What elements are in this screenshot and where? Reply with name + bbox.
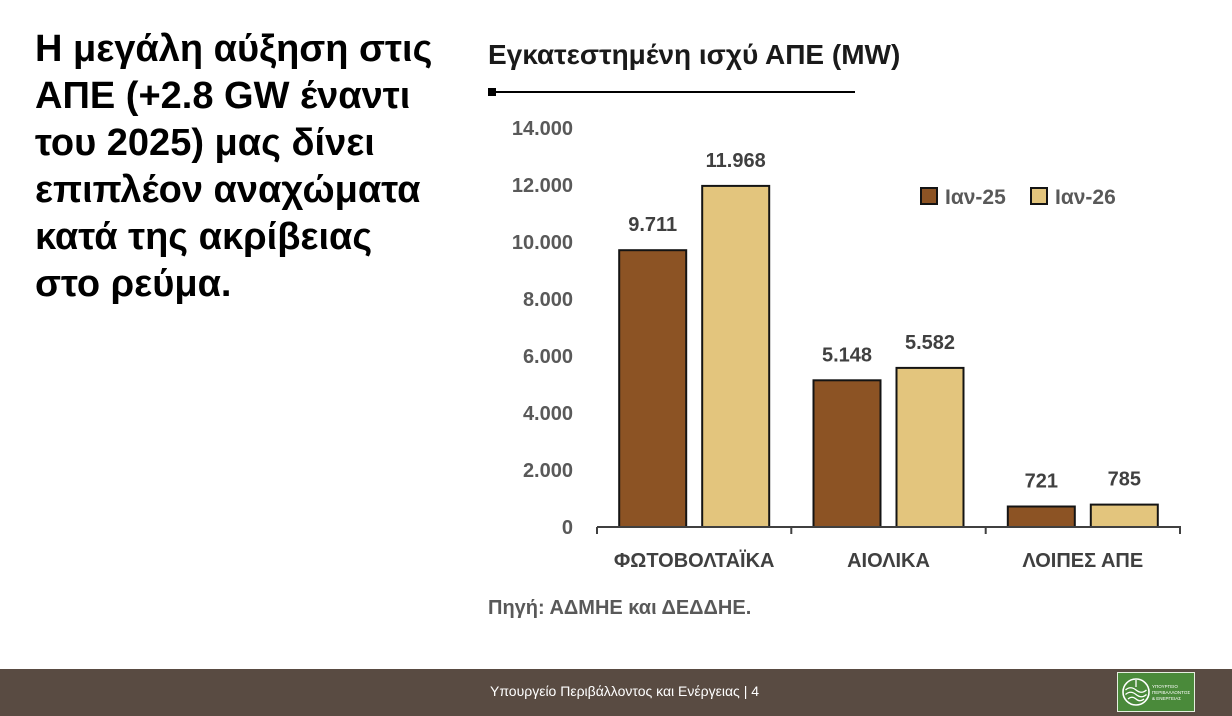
footer-separator: | — [743, 683, 748, 699]
logo-text: ΥΠΟΥΡΓΕΙΟ ΠΕΡΙΒΑΛΛΟΝΤΟΣ & ΕΝΕΡΓΕΙΑΣ — [1152, 684, 1190, 702]
bar-series-1-category-1 — [618, 249, 688, 528]
legend-label-series-1: Ιαν-25 — [945, 186, 1006, 209]
y-tick-label: 14.000 — [512, 118, 573, 140]
y-tick-label: 10.000 — [512, 232, 573, 254]
logo-text-line: ΠΕΡΙΒΑΛΛΟΝΤΟΣ — [1152, 690, 1191, 695]
headline-line: κατά της ακρίβειας — [35, 216, 373, 258]
bar-series-2-category-1 — [701, 184, 771, 528]
headline-line: στο ρεύμα. — [35, 263, 232, 305]
chart-title: Εγκατεστημένη ισχύ ΑΠΕ (MW) — [488, 39, 901, 70]
ministry-logo: ΥΠΟΥΡΓΕΙΟ ΠΕΡΙΒΑΛΛΟΝΤΟΣ & ΕΝΕΡΓΕΙΑΣ — [1117, 672, 1195, 712]
footer-text: Υπουργείο Περιβάλλοντος και Ενέργειας | … — [490, 682, 759, 700]
y-tick-label: 6.000 — [523, 346, 573, 368]
bar-chart: 0 2.000 4.000 6.000 8.000 10.000 12.000 14.000 9… — [512, 118, 1181, 572]
headline-line: Η μεγάλη αύξηση στις — [35, 28, 433, 70]
category-label: ΛΟΙΠΕΣ ΑΠΕ — [1022, 550, 1143, 572]
y-tick-label: 0 — [562, 517, 573, 539]
data-label: 5.148 — [822, 344, 872, 366]
slide-headline: Η μεγάλη αύξηση στις ΑΠΕ (+2.8 GW έναντι… — [35, 26, 432, 308]
data-label: 785 — [1108, 469, 1141, 491]
y-tick-label: 8.000 — [523, 289, 573, 311]
legend-label-series-2: Ιαν-26 — [1055, 186, 1116, 209]
logo-text-line: ΥΠΟΥΡΓΕΙΟ — [1152, 684, 1178, 689]
data-label: 11.968 — [706, 150, 766, 172]
y-tick-label: 12.000 — [512, 175, 573, 197]
data-label: 721 — [1025, 471, 1058, 493]
bar-series-1-category-2 — [812, 379, 882, 528]
footer-ministry-name: Υπουργείο Περιβάλλοντος και Ενέργειας — [490, 683, 740, 699]
ministry-emblem-icon — [1122, 678, 1150, 706]
data-label: 9.711 — [628, 214, 677, 236]
legend-swatch-series-2 — [1030, 187, 1048, 205]
bar-series-2-category-2 — [895, 366, 965, 528]
y-tick-label: 2.000 — [523, 460, 573, 482]
data-label: 5.582 — [905, 332, 955, 354]
category-label: ΑΙΟΛΙΚΑ — [847, 550, 930, 572]
chart-source-note: Πηγή: ΑΔΜΗΕ και ΔΕΔΔΗΕ. — [488, 597, 752, 619]
chart-title-rule — [492, 91, 855, 93]
chart-marks: 0 2.000 4.000 6.000 8.000 10.000 12.000 14.000 9… — [512, 118, 1181, 572]
category-label: ΦΩΤΟΒΟΛΤΑΪΚΑ — [614, 549, 775, 572]
legend-swatch-series-1 — [920, 187, 938, 205]
chart-title-rule-marker — [488, 88, 496, 96]
headline-line: του 2025) μας δίνει — [35, 122, 375, 164]
y-tick-label: 4.000 — [523, 403, 573, 425]
legend: Ιαν-25 Ιαν-26 — [920, 186, 1116, 209]
headline-line: επιπλέον αναχώματα — [35, 169, 421, 211]
bar-series-1-category-3 — [1006, 505, 1076, 528]
logo-text-line: & ΕΝΕΡΓΕΙΑΣ — [1152, 696, 1182, 701]
footer-bar: Υπουργείο Περιβάλλοντος και Ενέργειας | … — [0, 669, 1232, 716]
bar-series-2-category-3 — [1089, 503, 1159, 529]
page-number: 4 — [751, 683, 760, 699]
headline-line: ΑΠΕ (+2.8 GW έναντι — [35, 75, 411, 117]
